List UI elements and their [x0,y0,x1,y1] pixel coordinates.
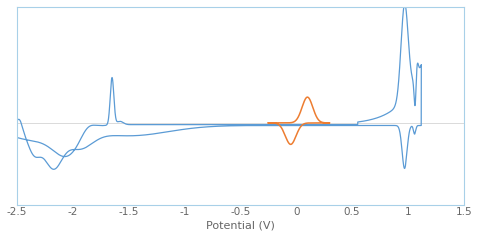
X-axis label: Potential (V): Potential (V) [206,220,275,230]
